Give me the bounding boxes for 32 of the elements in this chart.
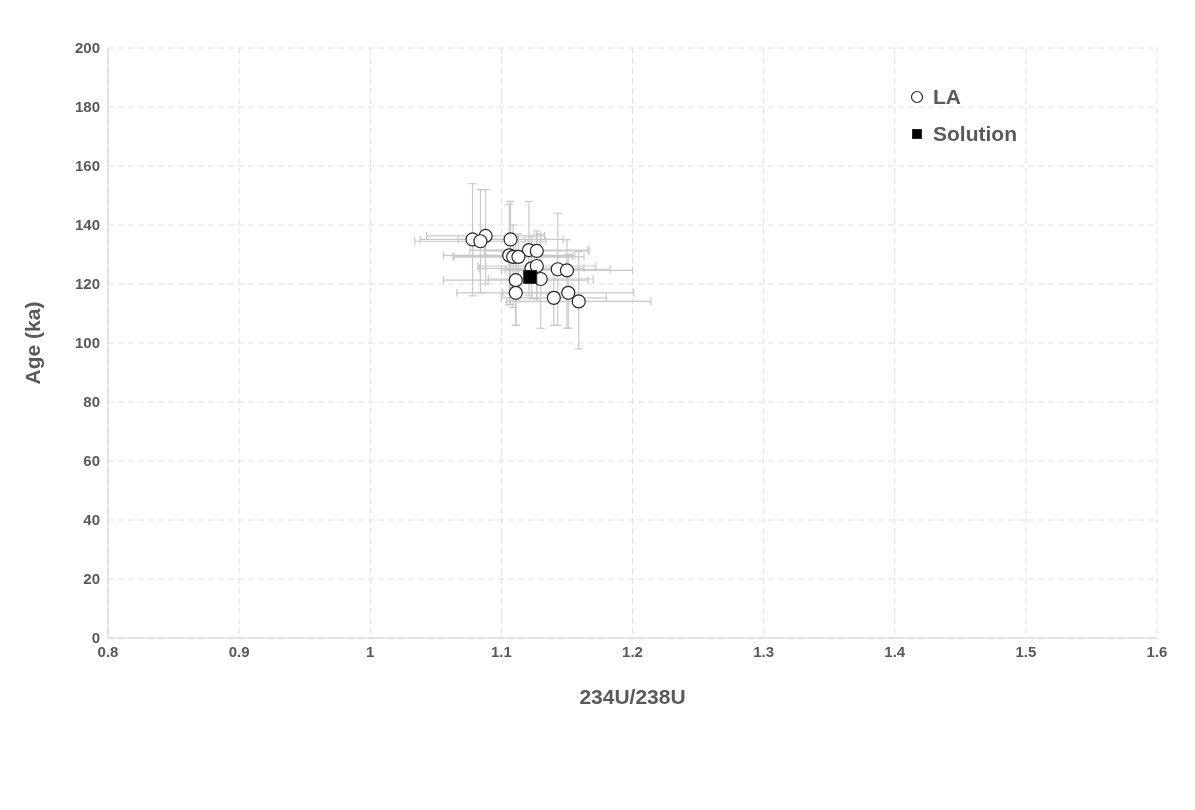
- x-tick-label: 1.2: [622, 642, 643, 660]
- point: [503, 232, 518, 247]
- point: [559, 263, 575, 278]
- y-tick-label: 200: [74, 39, 100, 57]
- y-axis-title: Age (ka): [21, 301, 45, 385]
- x-tick-label: 1.3: [753, 642, 775, 660]
- x-tick-label: 1.1: [490, 642, 512, 660]
- y-tick-label: 0: [91, 629, 100, 647]
- y-tick-label: 80: [83, 393, 100, 411]
- point: [561, 285, 576, 300]
- y-tick-label: 180: [74, 98, 100, 116]
- y-tick-label: 120: [74, 275, 100, 293]
- x-tick-label: 1.4: [884, 642, 906, 660]
- y-tick-label: 140: [74, 216, 100, 234]
- x-axis-title: 234U/238U: [579, 685, 686, 708]
- y-tick-label: 160: [74, 157, 100, 175]
- y-tick-label: 20: [83, 570, 100, 588]
- x-tick-label: 0.8: [97, 642, 119, 660]
- point: [546, 290, 561, 305]
- x-tick-label: 1.5: [1015, 642, 1037, 660]
- point: [473, 234, 488, 249]
- point: [571, 294, 586, 309]
- point: [508, 273, 523, 288]
- legend-label: Solution: [933, 121, 1017, 146]
- y-tick-label: 100: [74, 334, 100, 352]
- y-tick-label: 40: [83, 511, 100, 529]
- x-tick-label: 1.6: [1146, 642, 1168, 660]
- y-tick-label: 60: [83, 452, 100, 470]
- x-tick-label: 0.9: [228, 642, 250, 660]
- legend-label: LA: [933, 84, 962, 109]
- point: [511, 249, 526, 264]
- x-tick-label: 1: [366, 642, 375, 660]
